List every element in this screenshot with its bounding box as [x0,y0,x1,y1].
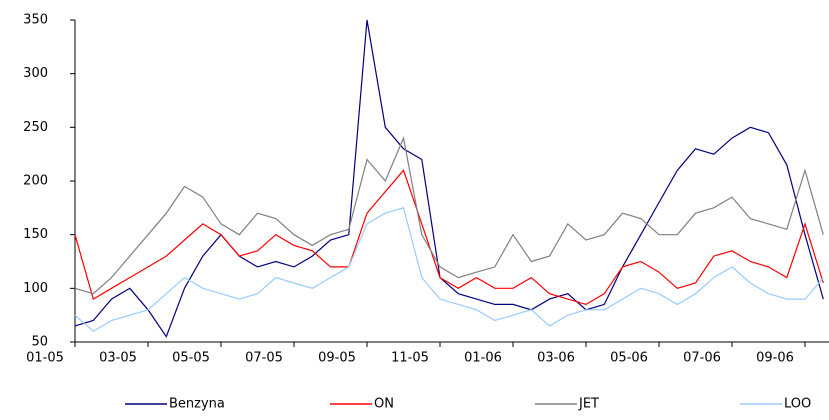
legend-label: LOO [784,397,811,412]
series-line [74,19,824,338]
series-line [74,136,824,295]
x-tick-label: 11-05 [391,351,429,366]
series-line [74,169,824,306]
y-tick-label: 200 [23,174,48,189]
y-tick-label: 350 [23,13,48,28]
legend-label: Benzyna [169,397,225,412]
x-tick-label: 03-06 [537,351,575,366]
x-tick-label: 09-05 [318,351,356,366]
y-tick-label: 250 [23,120,48,135]
legend-label: ON [374,397,394,412]
y-tick-label: 50 [31,335,48,350]
x-tick-label: 01-05 [26,351,64,366]
x-tick-label: 05-06 [610,351,648,366]
x-tick-label: 07-06 [683,351,721,366]
series-line [74,207,824,333]
x-tick-label: 01-06 [464,351,502,366]
y-tick-label: 150 [23,227,48,242]
y-tick-label: 100 [23,281,48,296]
x-tick-label: 09-06 [756,351,794,366]
legend-label: JET [578,397,599,412]
x-tick-label: 05-05 [172,351,210,366]
x-tick-label: 07-05 [245,351,283,366]
y-tick-label: 300 [23,66,48,81]
x-tick-label: 03-05 [99,351,137,366]
